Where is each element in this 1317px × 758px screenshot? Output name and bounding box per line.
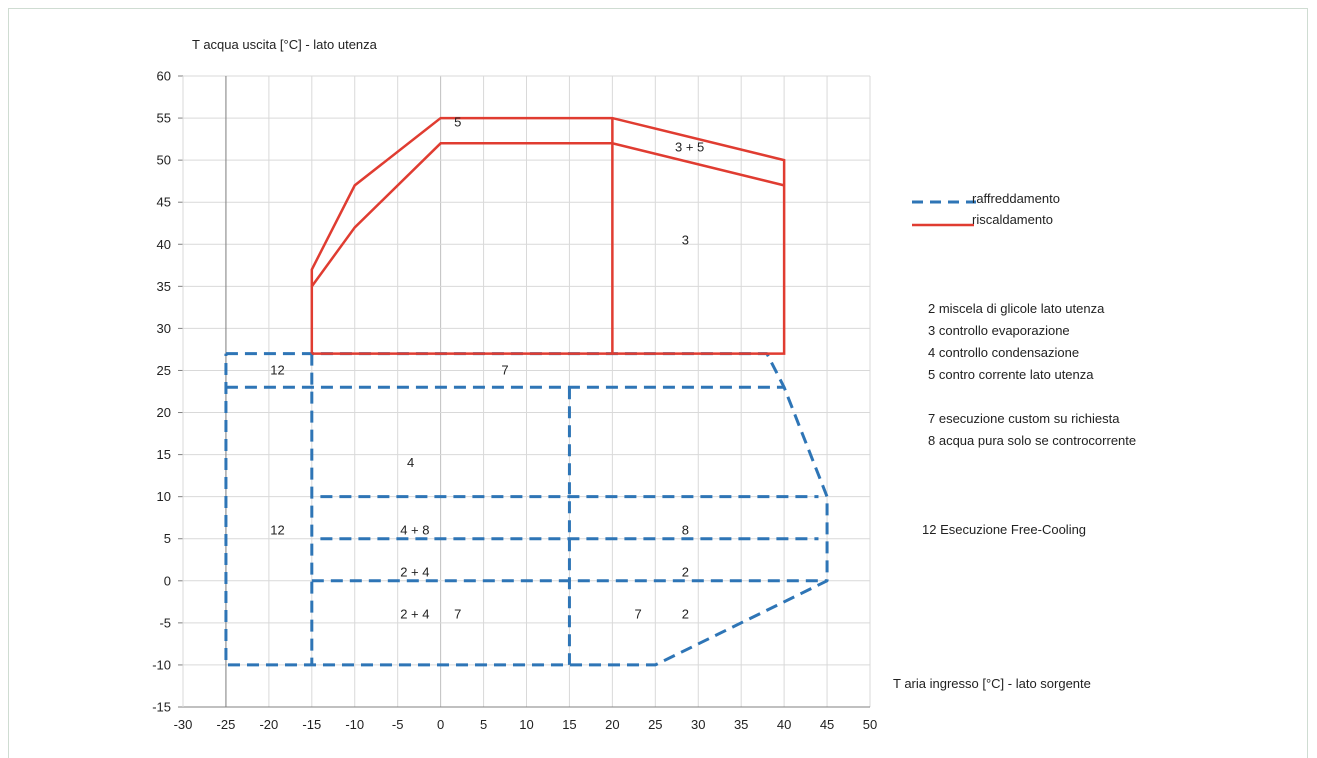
y-tick-label: -10 [152,657,171,672]
x-tick-label: -10 [345,717,364,732]
note-2: 2 miscela di glicole lato utenza [928,301,1105,316]
x-tick-label: -20 [259,717,278,732]
region-label: 3 + 5 [675,140,704,155]
region-label: 2 + 4 [400,565,429,580]
x-tick-label: -5 [392,717,404,732]
legend-item-riscaldamento: riscaldamento [912,212,1132,232]
y-tick-label: 15 [157,447,171,462]
note-12: 12 Esecuzione Free-Cooling [922,522,1087,537]
x-tick-label: 10 [519,717,533,732]
legend-item-raffreddamento: raffreddamento [912,191,1132,211]
region-label: 8 [682,523,689,538]
y-tick-label: 0 [164,573,171,588]
heating-envelope-line [310,142,785,288]
region-label: 12 [270,363,284,378]
x-tick-label: 25 [648,717,662,732]
region-label: 2 [682,607,689,622]
y-tick-label: 10 [157,489,171,504]
region-label: 4 [407,455,414,470]
y-tick-label: 5 [164,531,171,546]
x-tick-label: 45 [820,717,834,732]
note-4: 4 controllo condensazione [928,345,1080,360]
y-tick-label: 40 [157,237,171,252]
x-tick-label: -15 [302,717,321,732]
y-tick-label: 60 [157,69,171,84]
y-tick-label: 50 [157,153,171,168]
region-label: 7 [454,607,461,622]
x-tick-label: 35 [734,717,748,732]
note-3: 3 controllo evaporazione [928,323,1070,338]
region-label: 2 [682,565,689,580]
legend-swatch-dashed [912,200,976,204]
x-tick-label: -25 [217,717,236,732]
x-tick-label: 30 [691,717,705,732]
y-axis-title: T acqua uscita [°C] - lato utenza [192,37,377,52]
legend-label: riscaldamento [972,212,1053,227]
region-label: 7 [635,607,642,622]
x-tick-label: 40 [777,717,791,732]
y-tick-label: 55 [157,111,171,126]
x-tick-label: 15 [562,717,576,732]
region-label: 3 [682,232,689,247]
y-tick-label: -5 [159,615,171,630]
x-tick-label: 5 [480,717,487,732]
y-tick-label: 20 [157,405,171,420]
note-7: 7 esecuzione custom su richiesta [928,411,1120,426]
y-tick-label: 30 [157,321,171,336]
legend-swatch-solid [912,223,974,227]
region-label: 4 + 8 [400,523,429,538]
region-label: 5 [454,114,461,129]
heating-envelope-line [310,116,786,355]
x-tick-label: 0 [437,717,444,732]
region-label: 12 [270,523,284,538]
note-5: 5 contro corrente lato utenza [928,367,1094,382]
x-tick-label: 50 [863,717,877,732]
region-label: 2 + 4 [400,607,429,622]
y-tick-label: -15 [152,700,171,715]
note-8: 8 acqua pura solo se controcorrente [928,433,1137,448]
x-tick-label: -30 [174,717,193,732]
y-tick-label: 35 [157,279,171,294]
x-axis-title: T aria ingresso [°C] - lato sorgente [893,676,1091,691]
y-tick-label: 25 [157,363,171,378]
chart-frame [8,8,1308,758]
legend-label: raffreddamento [972,191,1060,206]
region-label: 7 [501,363,508,378]
y-tick-label: 45 [157,195,171,210]
x-tick-label: 20 [605,717,619,732]
